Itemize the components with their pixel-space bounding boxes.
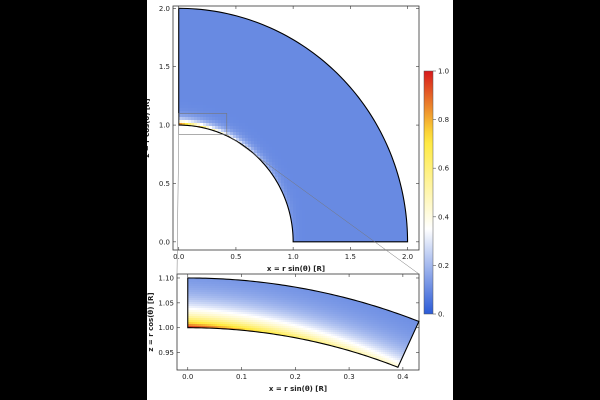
colorbar-tick-label: 0.4 (438, 213, 450, 221)
x-tick-label: 2.0 (402, 253, 413, 261)
x-tick-label: 0.2 (290, 373, 301, 381)
colorbar-tick-label: 0. (438, 311, 445, 319)
colorbar-gradient (423, 70, 434, 315)
x-tick-label: 0.0 (173, 253, 184, 261)
y-tick-label: 0.5 (159, 180, 170, 188)
x-tick-label: 1.0 (288, 253, 299, 261)
zoom-heatmap-plot: 0.0 0.1 0.2 0.3 0.4 0.95 1.00 1.05 1.10 x = r sin… (147, 273, 420, 393)
zoom-connector-lines (176, 113, 420, 275)
colorbar-tick-label: 0.2 (438, 262, 449, 270)
x-axis-label: x = r sin(θ) [R] (267, 265, 325, 273)
colorbar-tick-label: 1.0 (438, 68, 449, 76)
colorbar-tick-label: 0.8 (438, 116, 449, 124)
colorbar: 0. 0.2 0.4 0.6 0.8 1.0 (423, 68, 450, 319)
y-tick-label: 1.0 (159, 122, 170, 130)
x-tick-label: 0.3 (344, 373, 355, 381)
y-axis-label: z = r cos(θ) [R] (147, 292, 155, 351)
y-tick-label: 0.95 (158, 349, 174, 357)
y-tick-label: 1.10 (158, 274, 174, 282)
figure-panel: 0.0 0.5 1.0 1.5 2.0 0.0 0.5 1.0 1.5 2.0 x = r sin(… (147, 0, 453, 400)
x-tick-label: 0.1 (236, 373, 247, 381)
y-axis-label: z = r cos(θ) [R] (147, 98, 151, 157)
y-tick-label: 1.05 (158, 299, 174, 307)
y-tick-label: 0.0 (159, 238, 170, 246)
domain-outline (187, 277, 420, 368)
x-tick-label: 0.5 (230, 253, 241, 261)
zoom-region-box (178, 113, 228, 135)
connector-line (226, 134, 420, 275)
main-heatmap-plot: 0.0 0.5 1.0 1.5 2.0 0.0 0.5 1.0 1.5 2.0 x = r sin(… (147, 5, 420, 273)
y-tick-label: 1.5 (159, 63, 170, 71)
x-tick-label: 0.4 (397, 373, 409, 381)
colorbar-tick-label: 0.6 (438, 165, 450, 173)
y-tick-label: 2.0 (159, 5, 170, 13)
figure-svg: 0.0 0.5 1.0 1.5 2.0 0.0 0.5 1.0 1.5 2.0 x = r sin(… (147, 5, 450, 393)
connector-line (176, 134, 179, 275)
x-tick-label: 1.5 (345, 253, 356, 261)
x-axis-label: x = r sin(θ) [R] (269, 385, 327, 393)
x-tick-label: 0.0 (182, 373, 193, 381)
y-tick-label: 1.00 (158, 324, 174, 332)
